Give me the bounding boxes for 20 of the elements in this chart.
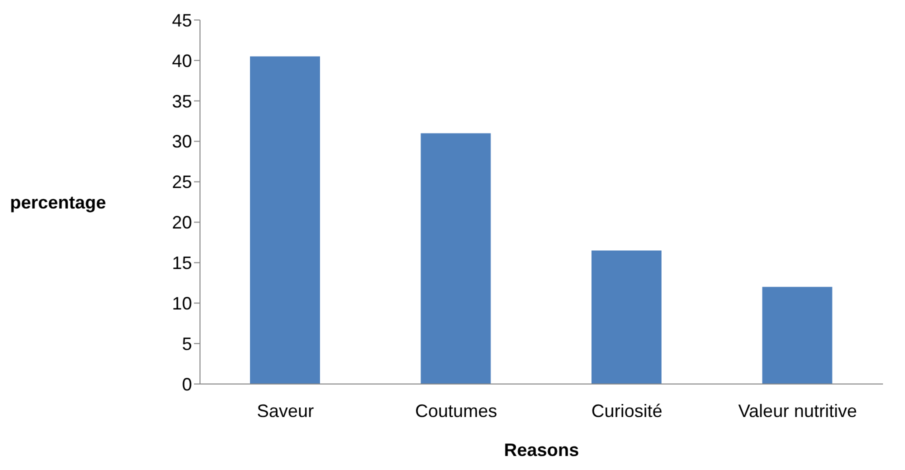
x-axis-title: Reasons bbox=[504, 440, 580, 460]
bar bbox=[250, 56, 320, 384]
y-tick-label: 30 bbox=[172, 132, 192, 152]
x-tick-label: Saveur bbox=[256, 400, 314, 421]
x-tick-label: Valeur nutritive bbox=[738, 400, 857, 421]
y-tick-label: 35 bbox=[172, 91, 192, 112]
y-tick-label: 20 bbox=[172, 212, 192, 233]
y-tick-label: 0 bbox=[182, 374, 192, 394]
y-tick-label: 25 bbox=[172, 172, 192, 192]
bar bbox=[592, 250, 662, 384]
x-tick-label: Curiosité bbox=[591, 400, 662, 421]
x-tick-label: Coutumes bbox=[415, 400, 498, 421]
y-tick-label: 10 bbox=[172, 294, 192, 314]
bar bbox=[420, 133, 491, 384]
y-tick-label: 45 bbox=[172, 10, 192, 30]
y-tick-label: 40 bbox=[172, 50, 192, 71]
y-axis-title: percentage bbox=[10, 192, 106, 212]
bar bbox=[762, 286, 832, 384]
y-tick-label: 5 bbox=[182, 334, 192, 354]
y-tick-label: 15 bbox=[172, 253, 192, 274]
